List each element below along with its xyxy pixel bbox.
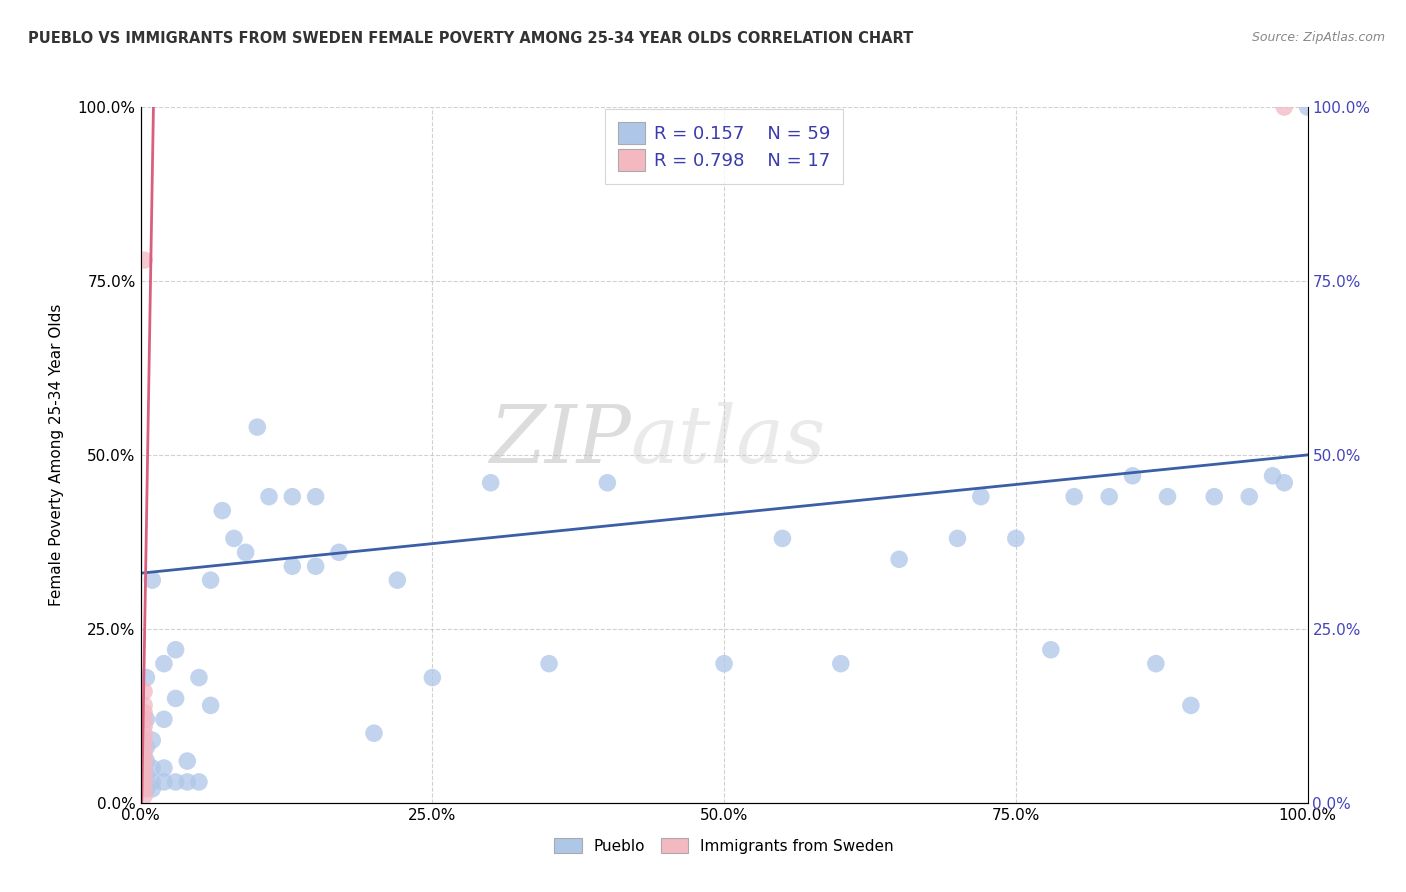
Point bbox=[1261, 468, 1284, 483]
Point bbox=[165, 691, 187, 706]
Point bbox=[772, 532, 794, 546]
Point bbox=[188, 671, 211, 685]
Point bbox=[188, 775, 211, 789]
Text: ZIP: ZIP bbox=[489, 402, 631, 480]
Point bbox=[200, 573, 222, 587]
Point bbox=[132, 747, 155, 761]
Point bbox=[176, 775, 198, 789]
Point bbox=[1144, 657, 1167, 671]
Point bbox=[1122, 468, 1144, 483]
Text: PUEBLO VS IMMIGRANTS FROM SWEDEN FEMALE POVERTY AMONG 25-34 YEAR OLDS CORRELATIO: PUEBLO VS IMMIGRANTS FROM SWEDEN FEMALE … bbox=[28, 31, 914, 46]
Point bbox=[1156, 490, 1178, 504]
Point bbox=[281, 559, 304, 574]
Point bbox=[165, 775, 187, 789]
Point bbox=[387, 573, 409, 587]
Point bbox=[135, 754, 157, 768]
Point bbox=[1098, 490, 1121, 504]
Point bbox=[153, 657, 176, 671]
Point bbox=[132, 706, 155, 720]
Point bbox=[537, 657, 560, 671]
Point bbox=[1296, 100, 1319, 114]
Point bbox=[153, 761, 176, 775]
Point bbox=[713, 657, 735, 671]
Legend: Pueblo, Immigrants from Sweden: Pueblo, Immigrants from Sweden bbox=[547, 830, 901, 862]
Point bbox=[141, 573, 163, 587]
Point bbox=[132, 726, 155, 740]
Point bbox=[281, 490, 304, 504]
Point bbox=[132, 740, 155, 755]
Point bbox=[1039, 642, 1062, 657]
Point bbox=[132, 768, 155, 782]
Point bbox=[132, 719, 155, 733]
Point bbox=[970, 490, 993, 504]
Point bbox=[153, 775, 176, 789]
Point bbox=[1005, 532, 1028, 546]
Point bbox=[132, 761, 155, 775]
Point bbox=[165, 642, 187, 657]
Point bbox=[141, 761, 163, 775]
Point bbox=[132, 789, 155, 803]
Point bbox=[1272, 475, 1295, 490]
Y-axis label: Female Poverty Among 25-34 Year Olds: Female Poverty Among 25-34 Year Olds bbox=[49, 304, 63, 606]
Point bbox=[1180, 698, 1202, 713]
Point bbox=[132, 712, 155, 726]
Point bbox=[889, 552, 911, 566]
Point bbox=[596, 475, 619, 490]
Point bbox=[135, 740, 157, 755]
Point bbox=[257, 490, 280, 504]
Point bbox=[132, 684, 155, 698]
Point bbox=[305, 490, 328, 504]
Point bbox=[132, 754, 155, 768]
Point bbox=[176, 754, 198, 768]
Text: Source: ZipAtlas.com: Source: ZipAtlas.com bbox=[1251, 31, 1385, 45]
Point bbox=[135, 768, 157, 782]
Point bbox=[1239, 490, 1261, 504]
Point bbox=[211, 503, 233, 517]
Point bbox=[305, 559, 328, 574]
Point bbox=[135, 712, 157, 726]
Point bbox=[328, 545, 350, 559]
Point bbox=[141, 733, 163, 747]
Point bbox=[1204, 490, 1226, 504]
Point bbox=[132, 698, 155, 713]
Text: atlas: atlas bbox=[631, 402, 827, 480]
Point bbox=[422, 671, 444, 685]
Point bbox=[132, 781, 155, 796]
Point bbox=[141, 781, 163, 796]
Point bbox=[132, 733, 155, 747]
Point bbox=[830, 657, 852, 671]
Point bbox=[363, 726, 385, 740]
Point bbox=[132, 775, 155, 789]
Point bbox=[479, 475, 502, 490]
Point bbox=[946, 532, 969, 546]
Point bbox=[222, 532, 245, 546]
Point bbox=[141, 775, 163, 789]
Point bbox=[235, 545, 257, 559]
Point bbox=[246, 420, 269, 434]
Point bbox=[1063, 490, 1085, 504]
Point bbox=[153, 712, 176, 726]
Point bbox=[135, 781, 157, 796]
Point bbox=[135, 671, 157, 685]
Point bbox=[200, 698, 222, 713]
Point bbox=[1272, 100, 1295, 114]
Point bbox=[132, 253, 155, 268]
